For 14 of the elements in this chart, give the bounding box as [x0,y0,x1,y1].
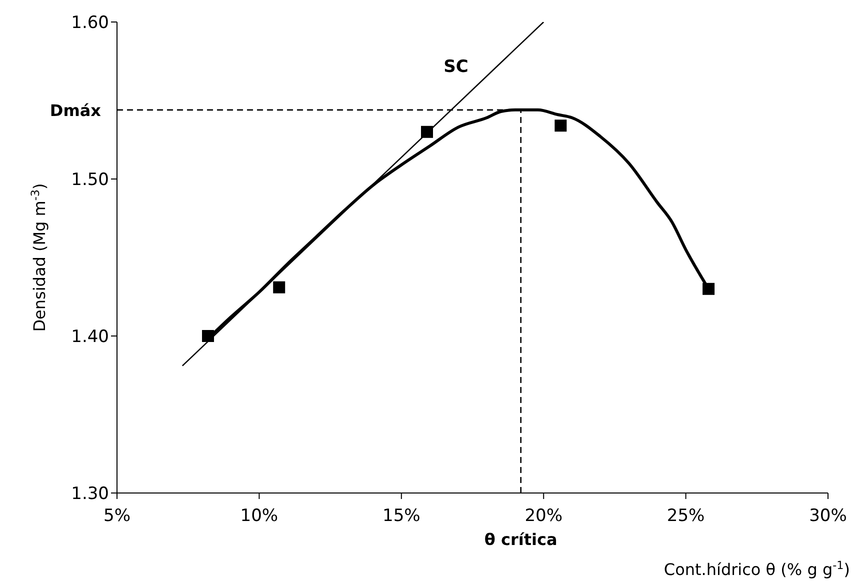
x-tick-label: 25% [666,506,705,526]
series-label: SC [444,57,468,77]
x-axis-title: Cont.hídrico θ (% g g$^{-1}$) [664,558,850,579]
y-tick-label: 1.40 [71,327,109,348]
y-tick-label: 1.60 [71,13,109,34]
x-tick-label: 30% [809,506,847,526]
x-tick-label: 15% [382,506,420,526]
ref-line-label: Dmáx [50,100,102,120]
y-tick-label: 1.50 [71,170,109,190]
ref-line-label: θ crítica [484,530,558,549]
y-tick-label: 1.30 [71,484,109,504]
x-tick-label: 20% [524,506,562,526]
x-tick-label: 10% [240,506,278,526]
x-tick-label: 5% [104,506,130,526]
